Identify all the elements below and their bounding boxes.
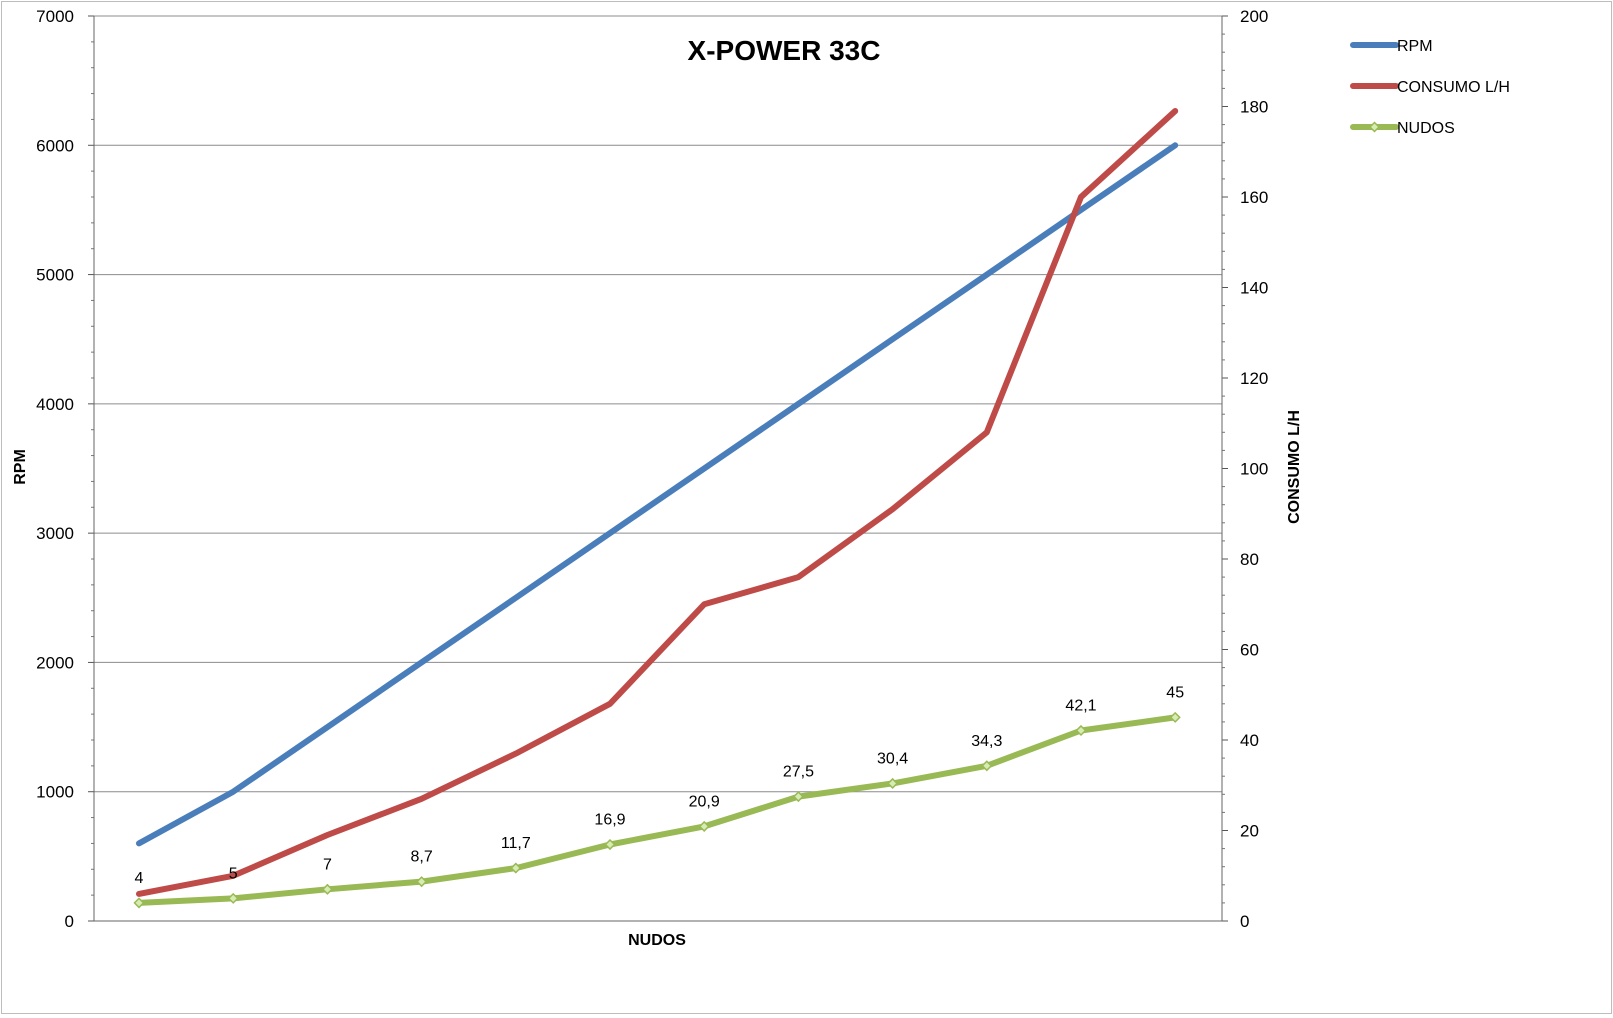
data-label: 27,5 (783, 764, 814, 781)
data-label: 5 (229, 865, 238, 882)
y-tick-label: 0 (65, 912, 74, 931)
series-line-consumo-l-h (136, 108, 1179, 897)
y-tick-label: 5000 (36, 266, 74, 285)
y2-tick-label: 120 (1240, 369, 1268, 388)
y-tick-label: 6000 (36, 136, 74, 155)
y2-axis-title: CONSUMO L/H (1286, 410, 1303, 524)
series-line-rpm (136, 142, 1179, 847)
axes: 0 1000 2000 3000 4000 5000 6000 7000 0 20 40 60 80 10… (36, 7, 1268, 931)
data-label: 11,7 (501, 835, 531, 852)
data-point-marker (887, 777, 899, 790)
y-tick-label: 3000 (36, 524, 74, 543)
y2-tick-label: 160 (1240, 188, 1268, 207)
data-label: 8,7 (410, 849, 432, 866)
y2-tick-label: 20 (1240, 822, 1259, 841)
x-axis-title: NUDOS (628, 932, 686, 949)
y2-tick-label: 180 (1240, 98, 1268, 117)
data-point-marker (604, 838, 616, 851)
legend-marker (1368, 121, 1381, 133)
data-point-marker (227, 892, 239, 904)
y2-tick-label: 40 (1240, 731, 1259, 750)
data-point-marker (133, 897, 145, 909)
y-tick-label: 1000 (36, 783, 74, 802)
series-line-nudos (136, 714, 1179, 906)
data-label: 34,3 (971, 733, 1002, 750)
data-label: 16,9 (594, 812, 625, 829)
data-label: 30,4 (877, 750, 908, 767)
legend: RPM CONSUMO L/H NUDOS (1350, 38, 1510, 137)
y2-tick-label: 100 (1240, 460, 1268, 479)
data-point-marker (416, 876, 428, 888)
y2-tick-label: 200 (1240, 7, 1268, 26)
data-point-marker (792, 791, 804, 803)
data-point-marker (698, 820, 710, 832)
data-point-marker (1075, 724, 1087, 737)
data-label: 42,1 (1065, 697, 1096, 714)
y2-tick-label: 80 (1240, 550, 1259, 569)
y-tick-label: 4000 (36, 395, 74, 414)
legend-label: CONSUMO L/H (1397, 79, 1510, 96)
data-label: 20,9 (689, 793, 720, 810)
y2-tick-label: 140 (1240, 279, 1268, 298)
legend-label: RPM (1397, 38, 1433, 55)
y2-tick-label: 60 (1240, 641, 1259, 660)
data-label: 4 (135, 870, 144, 887)
data-point-marker (510, 862, 522, 874)
data-label: 45 (1166, 684, 1184, 701)
data-label: 7 (323, 856, 332, 873)
data-point-marker (1169, 711, 1181, 723)
legend-label: NUDOS (1397, 120, 1455, 137)
series-lines (133, 108, 1181, 909)
data-point-marker (981, 760, 993, 772)
gridlines (94, 15, 1222, 793)
y2-tick-label: 0 (1240, 912, 1249, 931)
data-point-marker (321, 883, 333, 895)
data-labels: 4 57 8,711,716,920,927,530,434,342,145 (135, 684, 1185, 887)
y-axis-title: RPM (12, 449, 29, 485)
chart-title: X-POWER 33C (688, 35, 881, 66)
y-tick-label: 7000 (36, 7, 74, 26)
y-tick-label: 2000 (36, 653, 74, 672)
